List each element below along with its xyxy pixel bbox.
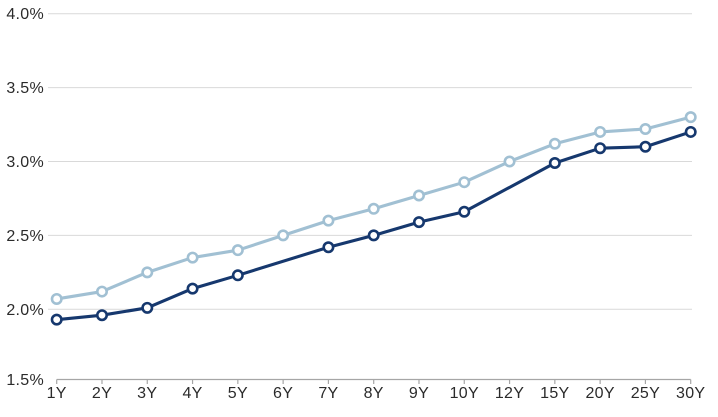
- x-axis-tick-label: 5Y: [228, 385, 248, 402]
- light-blue-upper-curve-data-point-marker: [684, 111, 697, 124]
- light-blue-upper-curve-data-point-marker: [412, 189, 425, 202]
- x-axis-tick-label: 4Y: [182, 385, 202, 402]
- dark-navy-lower-curve-data-point-marker: [231, 269, 244, 282]
- light-blue-upper-curve-data-point-marker: [367, 202, 380, 215]
- x-axis-tick-label: 7Y: [318, 385, 338, 402]
- x-axis-tick-label: 8Y: [364, 385, 384, 402]
- light-blue-upper-curve-data-point-marker: [322, 214, 335, 227]
- light-blue-upper-curve-data-point-marker: [458, 176, 471, 189]
- y-axis-tick-label: 2.0%: [6, 302, 44, 319]
- dark-navy-lower-curve-data-point-marker: [186, 282, 199, 295]
- dark-navy-lower-curve-data-point-marker: [458, 205, 471, 218]
- y-axis-tick-label: 1.5%: [6, 372, 44, 389]
- light-blue-upper-curve-data-point-marker: [639, 122, 652, 135]
- dark-navy-lower-curve-data-point-marker: [95, 309, 108, 322]
- light-blue-upper-curve-data-point-marker: [231, 244, 244, 257]
- x-axis-tick-label: 20Y: [585, 385, 614, 402]
- y-axis-tick-label: 3.0%: [6, 154, 44, 171]
- dark-navy-lower-curve-data-point-marker: [548, 156, 561, 169]
- dark-navy-lower-curve-data-point-marker: [141, 301, 154, 314]
- dark-navy-lower-curve-data-point-marker: [50, 313, 63, 326]
- light-blue-upper-curve-data-point-marker: [277, 229, 290, 242]
- light-blue-upper-curve-data-point-marker: [50, 292, 63, 305]
- light-blue-upper-curve-data-point-marker: [141, 266, 154, 279]
- x-axis-tick-label: 2Y: [92, 385, 112, 402]
- x-axis-tick-label: 6Y: [273, 385, 293, 402]
- light-blue-upper-curve-data-point-marker: [186, 251, 199, 264]
- light-blue-upper-curve-data-point-marker: [95, 285, 108, 298]
- x-axis-tick-label: 1Y: [47, 385, 67, 402]
- dark-navy-lower-curve-line: [55, 130, 693, 322]
- dark-navy-lower-curve-data-point-marker: [639, 140, 652, 153]
- dark-navy-lower-curve-data-point-marker: [367, 229, 380, 242]
- dark-navy-lower-curve-data-point-marker: [684, 125, 697, 138]
- y-axis-tick-label: 3.5%: [6, 80, 44, 97]
- light-blue-upper-curve-data-point-marker: [548, 137, 561, 150]
- x-axis-tick-label: 30Y: [676, 385, 705, 402]
- x-axis-tick-label: 12Y: [495, 385, 524, 402]
- light-blue-upper-curve-data-point-marker: [503, 155, 516, 168]
- dark-navy-lower-curve-data-point-marker: [412, 216, 425, 229]
- light-blue-upper-curve-data-point-marker: [594, 125, 607, 138]
- x-axis-tick-label: 3Y: [137, 385, 157, 402]
- x-axis-tick-label: 15Y: [540, 385, 569, 402]
- x-axis-tick-label: 25Y: [631, 385, 660, 402]
- y-axis-tick-label: 2.5%: [6, 228, 44, 245]
- x-axis-tick-label: 9Y: [409, 385, 429, 402]
- x-axis-tick-label: 10Y: [450, 385, 479, 402]
- dark-navy-lower-curve-data-point-marker: [594, 142, 607, 155]
- y-axis-tick-label: 4.0%: [6, 6, 44, 23]
- dark-navy-lower-curve-data-point-marker: [322, 241, 335, 254]
